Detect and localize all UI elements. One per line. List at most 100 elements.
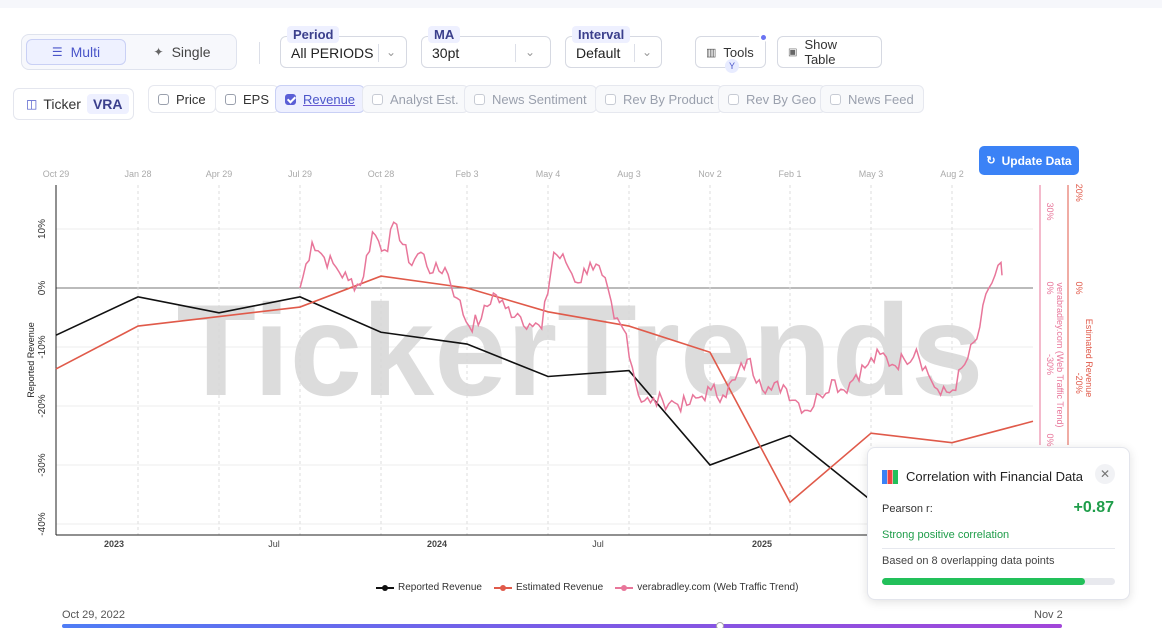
traffic-tick-label: 30% bbox=[1045, 202, 1055, 220]
top-tick-label: Jul 29 bbox=[288, 169, 312, 179]
interval-label: Interval bbox=[572, 26, 631, 43]
top-tick-label: May 3 bbox=[859, 169, 884, 179]
top-strip bbox=[0, 0, 1162, 8]
tools-shortcut-badge: Y bbox=[725, 59, 739, 73]
chip-label: Price bbox=[176, 91, 206, 107]
left-tick-label: -10% bbox=[37, 335, 48, 358]
toolbar-divider bbox=[259, 42, 260, 64]
period-value: All PERIODS bbox=[291, 45, 374, 61]
legend-label: verabradley.com (Web Traffic Trend) bbox=[637, 582, 799, 593]
watermark: TickerTrends bbox=[177, 277, 984, 423]
close-icon[interactable]: ✕ bbox=[1095, 464, 1115, 484]
checkbox-icon bbox=[605, 93, 616, 105]
select-separator bbox=[515, 44, 516, 62]
chip-rev-by-product[interactable]: Rev By Product bbox=[595, 85, 724, 113]
top-tick-label: Oct 28 bbox=[368, 169, 395, 179]
chip-label: Rev By Geo bbox=[746, 91, 817, 107]
chip-news-feed[interactable]: News Feed bbox=[820, 85, 924, 113]
tools-button[interactable]: ▥ Tools Y bbox=[695, 33, 768, 73]
chip-rev-by-geo[interactable]: Rev By Geo bbox=[718, 85, 827, 113]
update-data-button[interactable]: ↻ Update Data bbox=[979, 146, 1079, 175]
top-tick-label: Nov 2 bbox=[698, 169, 722, 179]
top-tick-label: Aug 3 bbox=[617, 169, 641, 179]
revenue-chart: TickerTrends Oct 29 Jan 28 Apr 29 Jul 29 Oct… bbox=[26, 169, 1094, 549]
chevron-down-icon: ⌄ bbox=[386, 45, 397, 59]
select-separator bbox=[378, 44, 379, 62]
estimated-revenue-line bbox=[55, 275, 1034, 504]
chip-news-sentiment[interactable]: News Sentiment bbox=[464, 85, 597, 113]
top-tick-label: Oct 29 bbox=[43, 169, 70, 179]
chip-label: Rev By Product bbox=[623, 91, 714, 107]
correlation-description: Strong positive correlation bbox=[882, 529, 1010, 541]
chip-label: Revenue bbox=[303, 91, 356, 107]
traffic-axis-label: verabradley.com (Web Traffic Trend) bbox=[1055, 282, 1065, 427]
chip-label: Analyst Est. bbox=[390, 91, 459, 107]
checkbox-checked-icon bbox=[285, 93, 296, 105]
single-view-button[interactable]: ✦ Single bbox=[134, 39, 230, 65]
chevron-down-icon: ⌄ bbox=[642, 45, 653, 59]
period-select[interactable]: Period All PERIODS ⌄ bbox=[280, 26, 407, 68]
chip-label: EPS bbox=[243, 91, 270, 107]
left-tick-label: -20% bbox=[37, 394, 48, 417]
legend-item[interactable]: Estimated Revenue bbox=[493, 582, 604, 593]
legend-swatch bbox=[376, 584, 394, 591]
top-tick-label: Jan 28 bbox=[124, 169, 151, 179]
multi-label: Multi bbox=[70, 44, 101, 60]
legend-item[interactable]: Reported Revenue bbox=[376, 582, 482, 593]
bottom-tick-label: 2024 bbox=[427, 539, 447, 549]
bottom-tick-label: 2025 bbox=[752, 539, 772, 549]
ticker-card[interactable]: ◫ Ticker VRA bbox=[13, 88, 134, 120]
top-tick-label: Feb 3 bbox=[455, 169, 478, 179]
checkbox-icon bbox=[372, 93, 383, 105]
interval-value: Default bbox=[576, 45, 621, 61]
traffic-tick-label: 0% bbox=[1045, 281, 1055, 294]
correlation-title: Correlation with Financial Data bbox=[906, 469, 1084, 484]
range-end-date: Nov 2 bbox=[1034, 609, 1063, 621]
interval-select[interactable]: Interval Default ⌄ bbox=[565, 26, 662, 68]
layers-icon: ☰ bbox=[51, 45, 63, 59]
legend-item[interactable]: verabradley.com (Web Traffic Trend) bbox=[615, 582, 798, 593]
correlation-note: Based on 8 overlapping data points bbox=[882, 555, 1055, 567]
date-range-slider[interactable] bbox=[62, 624, 1062, 628]
chip-analyst-est[interactable]: Analyst Est. bbox=[362, 85, 469, 113]
range-start-date: Oct 29, 2022 bbox=[62, 609, 125, 621]
estimated-axis-label: Estimated Revenue bbox=[1084, 319, 1094, 398]
sparkle-icon: ✦ bbox=[153, 45, 164, 59]
left-tick-label: 10% bbox=[37, 219, 48, 239]
multi-view-button[interactable]: ☰ Multi bbox=[26, 39, 126, 65]
date-range-handle[interactable] bbox=[716, 622, 724, 628]
tools-label: Tools bbox=[723, 44, 754, 60]
chip-price[interactable]: Price bbox=[148, 85, 216, 113]
traffic-tick-label: 0% bbox=[1045, 433, 1055, 446]
view-toggle: ☰ Multi ✦ Single bbox=[21, 34, 237, 70]
ma-select[interactable]: MA 30pt ⌄ bbox=[421, 26, 551, 68]
bottom-tick-label: 2023 bbox=[104, 539, 124, 549]
table-icon: ▣ bbox=[788, 46, 798, 58]
top-tick-label: May 4 bbox=[536, 169, 561, 179]
chip-label: News Feed bbox=[848, 91, 914, 107]
presentation-icon: ◫ bbox=[26, 97, 38, 111]
web-traffic-line bbox=[299, 221, 1003, 415]
estimated-tick-label: 20% bbox=[1074, 184, 1084, 202]
correlation-strength-bar bbox=[882, 578, 1115, 585]
divider bbox=[882, 548, 1115, 549]
top-tick-label: Aug 2 bbox=[940, 169, 964, 179]
legend-swatch bbox=[615, 584, 634, 591]
legend-label: Estimated Revenue bbox=[515, 582, 604, 593]
chip-eps[interactable]: EPS bbox=[215, 85, 280, 113]
estimated-tick-label: 0% bbox=[1074, 281, 1084, 294]
show-table-button[interactable]: ▣ Show Table bbox=[777, 36, 882, 68]
left-tick-label: -30% bbox=[37, 453, 48, 476]
left-axis-label: Reported Revenue bbox=[26, 322, 36, 398]
ticker-label: Ticker bbox=[43, 96, 81, 112]
legend-label: Reported Revenue bbox=[398, 582, 482, 593]
bar-chart-icon bbox=[882, 469, 898, 484]
checkbox-icon bbox=[158, 93, 169, 105]
pearson-label: Pearson r: bbox=[882, 503, 933, 515]
checkbox-icon bbox=[830, 93, 841, 105]
bottom-tick-label: Jul bbox=[268, 539, 280, 549]
select-separator bbox=[634, 44, 635, 62]
correlation-strength-fill bbox=[882, 578, 1085, 585]
chevron-down-icon: ⌄ bbox=[525, 45, 536, 59]
chip-revenue[interactable]: Revenue bbox=[275, 85, 366, 113]
